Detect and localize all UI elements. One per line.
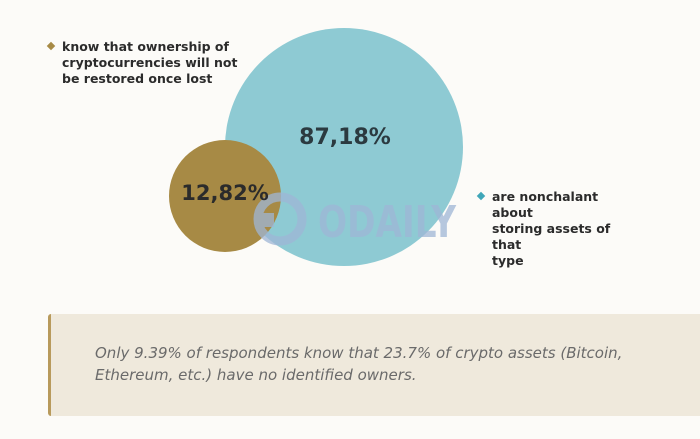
- legend-item-nonchalant: are nonchalant about storing assets of t…: [476, 189, 638, 269]
- legend-item-known: know that ownership of cryptocurrencies …: [46, 39, 248, 87]
- bubble-nonchalant: [225, 28, 463, 266]
- callout-text: Only 9.39% of respondents know that 23.7…: [95, 344, 623, 384]
- bubble-chart: ODAILY 87,18% 12,82%: [169, 28, 463, 266]
- callout-box: Only 9.39% of respondents know that 23.7…: [48, 314, 700, 416]
- legend-line: know that ownership of: [62, 39, 229, 54]
- bubble-nonchalant-label: 87,18%: [299, 125, 391, 150]
- legend-line: type: [492, 253, 524, 268]
- bubble-known-label: 12,82%: [181, 181, 268, 205]
- bubble-known: [169, 140, 281, 252]
- legend-line: cryptocurrencies will not: [62, 55, 238, 70]
- watermark-text: ODAILY: [318, 197, 457, 248]
- watermark-logo: ODAILY: [253, 192, 457, 248]
- legend-label-nonchalant: are nonchalant about storing assets of t…: [478, 189, 638, 269]
- legend-line: are nonchalant about: [492, 189, 599, 220]
- legend-label-known: know that ownership of cryptocurrencies …: [48, 39, 248, 87]
- legend-line: storing assets of that: [492, 221, 611, 252]
- legend-line: be restored once lost: [62, 71, 213, 86]
- watermark-logo-icon: [253, 192, 307, 246]
- watermark-logo-bar: [259, 213, 274, 227]
